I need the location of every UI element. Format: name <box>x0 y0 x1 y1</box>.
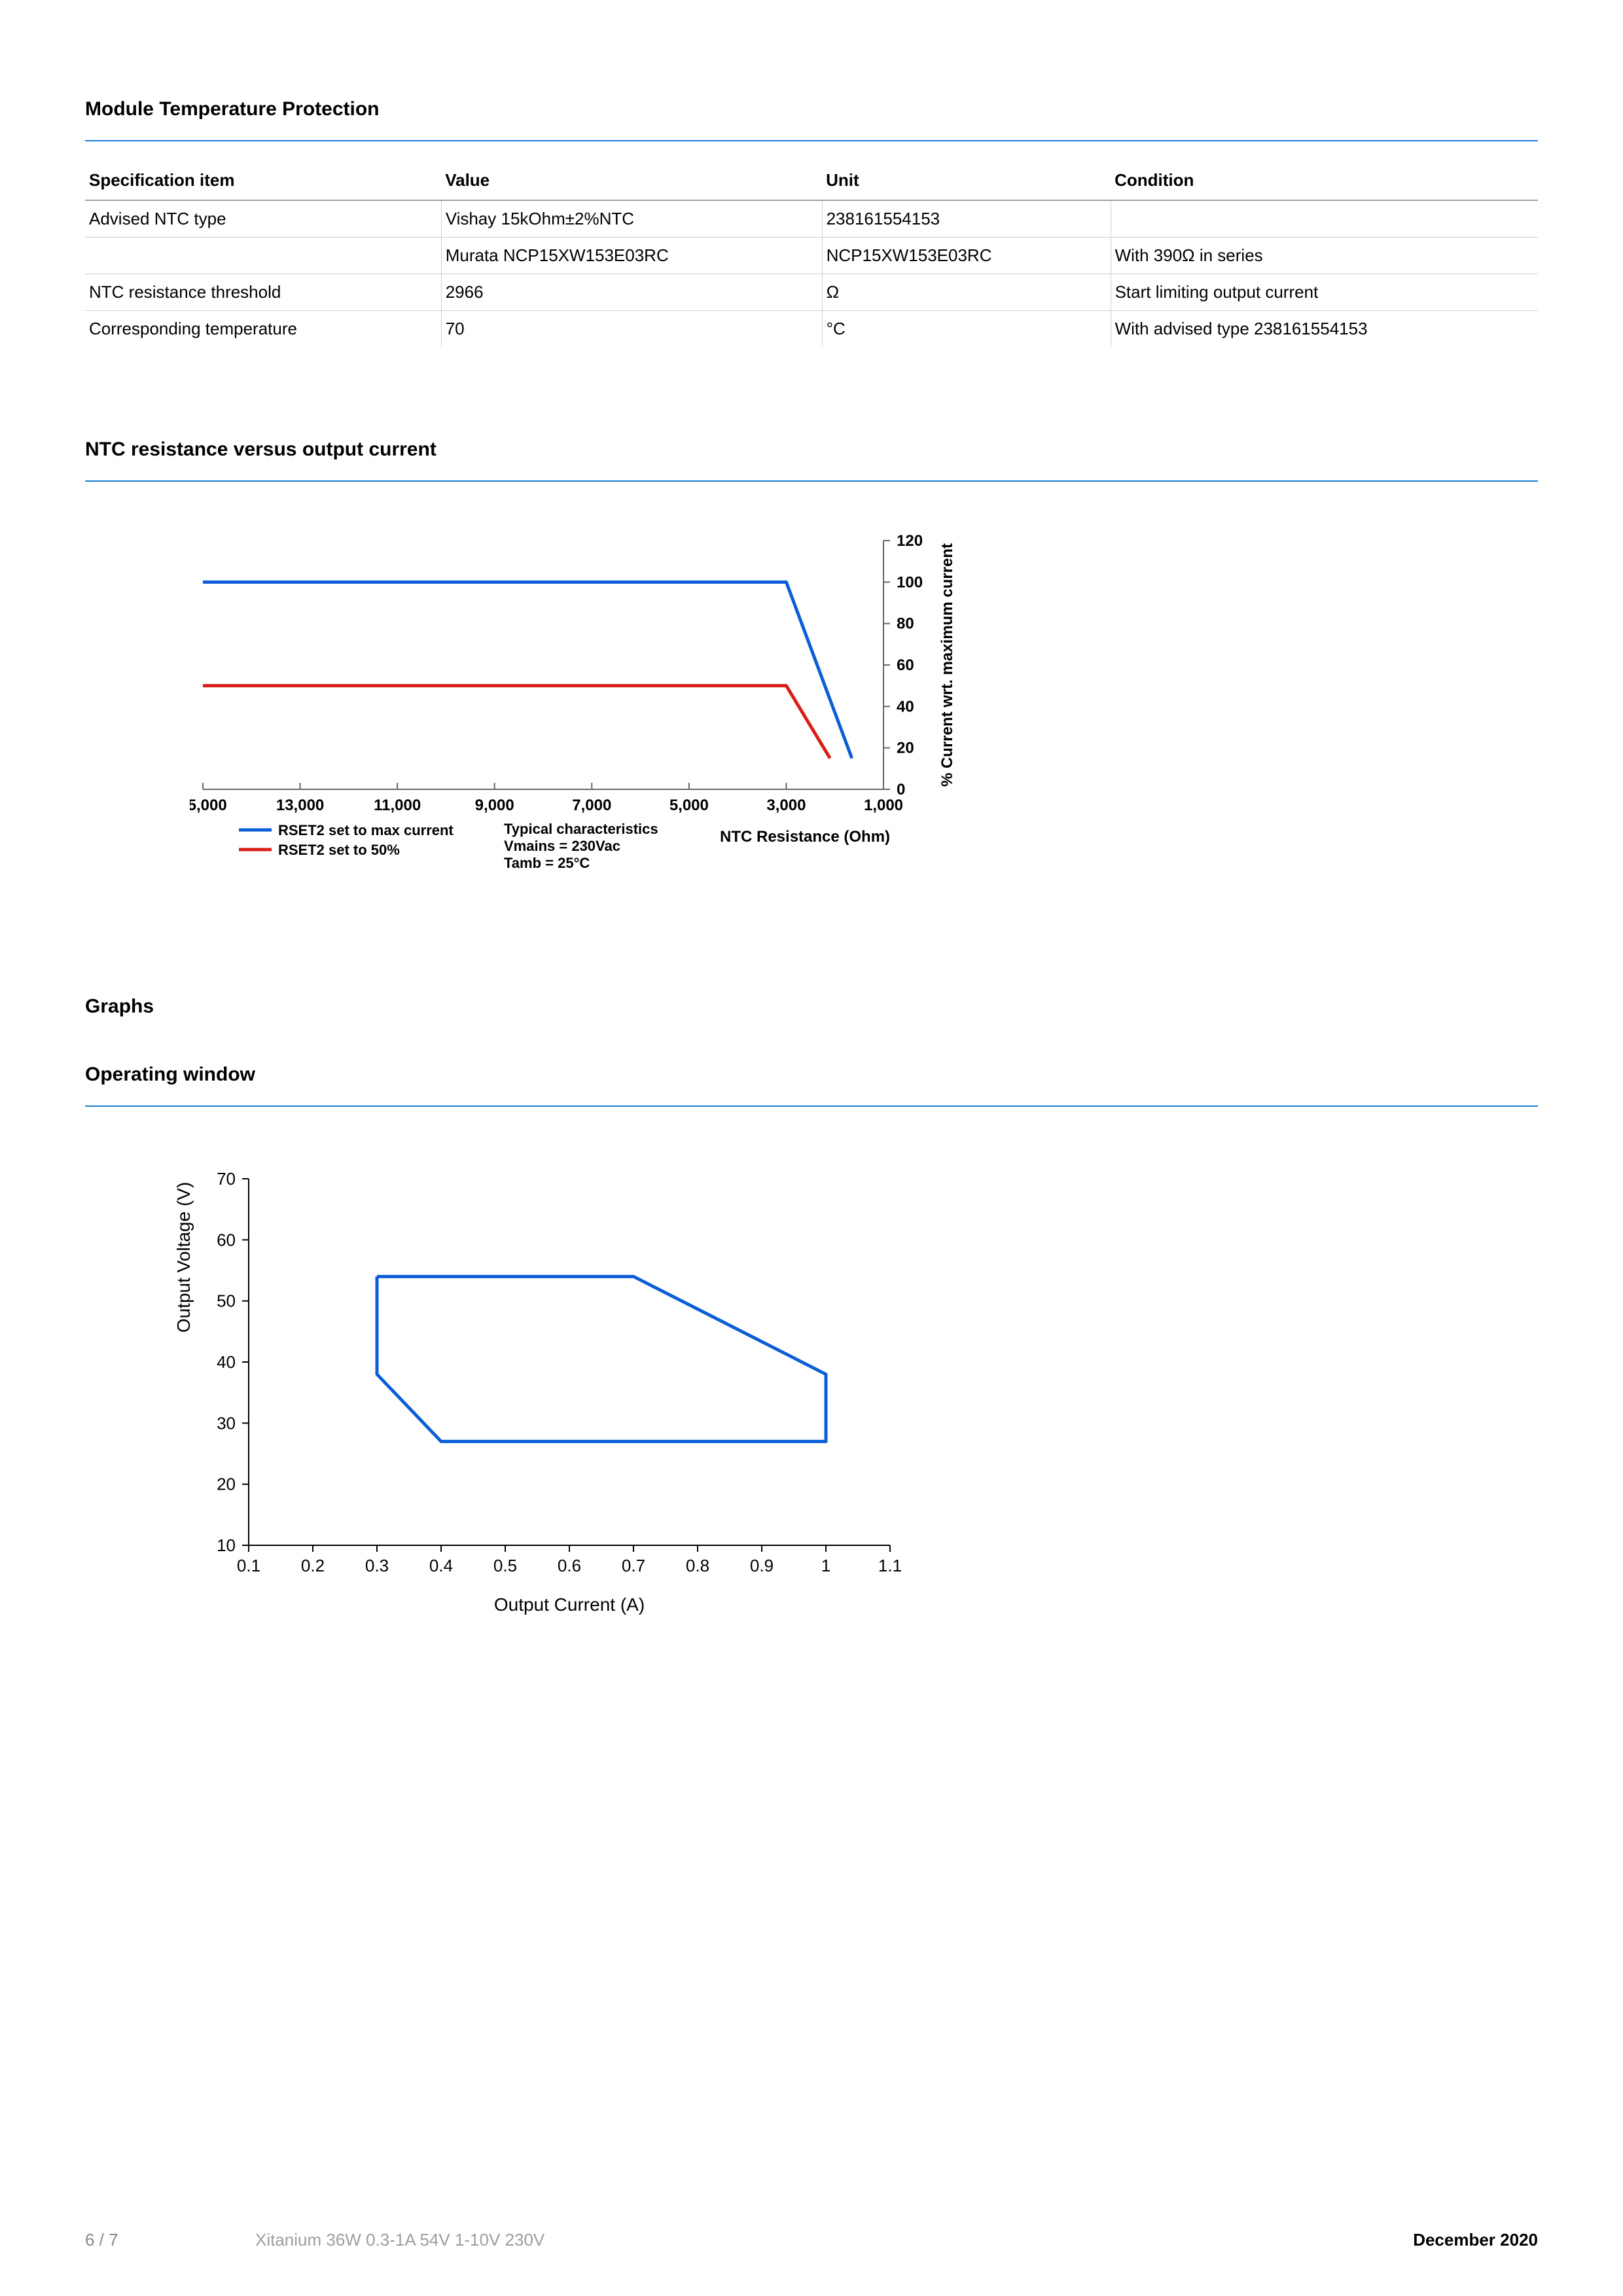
table-cell: Advised NTC type <box>85 200 441 238</box>
table-cell: NTC resistance threshold <box>85 274 441 311</box>
operating-window-chart: 10 20 30 40 50 60 70 0.1 0.2 0.3 0.4 0.5 0.6 0.7 0.8 0.… <box>85 1166 1538 1666</box>
page-footer: 6 / 7 Xitanium 36W 0.3-1A 54V 1-10V 230V… <box>0 2230 1623 2250</box>
table-cell: °C <box>822 311 1111 348</box>
svg-text:RSET2 set to max current: RSET2 set to max current <box>278 822 454 838</box>
svg-text:0.6: 0.6 <box>558 1556 581 1575</box>
svg-text:20: 20 <box>217 1475 236 1494</box>
svg-text:40: 40 <box>897 698 914 715</box>
table-cell: NCP15XW153E03RC <box>822 238 1111 274</box>
table-cell: 70 <box>441 311 822 348</box>
svg-text:15,000: 15,000 <box>190 797 227 814</box>
section-title: NTC resistance versus output current <box>85 439 1538 461</box>
page-number: 6 / 7 <box>85 2230 255 2250</box>
table-row: Advised NTC typeVishay 15kOhm±2%NTC23816… <box>85 200 1538 238</box>
svg-text:30: 30 <box>217 1413 236 1433</box>
table-cell: Ω <box>822 274 1111 311</box>
svg-text:0.2: 0.2 <box>301 1556 325 1575</box>
svg-text:1.1: 1.1 <box>878 1556 902 1575</box>
svg-text:Output Voltage (V): Output Voltage (V) <box>173 1182 194 1333</box>
table-cell: Corresponding temperature <box>85 311 441 348</box>
svg-text:11,000: 11,000 <box>374 797 421 814</box>
table-cell: With 390Ω in series <box>1111 238 1538 274</box>
svg-text:20: 20 <box>897 740 914 757</box>
svg-text:Tamb = 25°C: Tamb = 25°C <box>504 855 590 871</box>
table-cell <box>85 238 441 274</box>
table-cell: Murata NCP15XW153E03RC <box>441 238 822 274</box>
svg-text:NTC Resistance (Ohm): NTC Resistance (Ohm) <box>720 828 890 846</box>
svg-text:100: 100 <box>897 573 923 591</box>
section-title: Module Temperature Protection <box>85 98 1538 120</box>
table-cell: Start limiting output current <box>1111 274 1538 311</box>
svg-text:% Current wrt. maximum current: % Current wrt. maximum current <box>938 543 956 787</box>
table-cell: 2966 <box>441 274 822 311</box>
svg-text:RSET2 set to 50%: RSET2 set to 50% <box>278 842 400 858</box>
svg-text:60: 60 <box>897 656 914 674</box>
svg-text:50: 50 <box>217 1291 236 1311</box>
divider <box>85 1105 1538 1107</box>
svg-text:9,000: 9,000 <box>475 797 514 814</box>
svg-text:Typical characteristics: Typical characteristics <box>504 821 658 837</box>
svg-text:0.9: 0.9 <box>750 1556 774 1575</box>
table-header: Condition <box>1111 161 1538 200</box>
svg-text:120: 120 <box>897 534 923 550</box>
svg-text:7,000: 7,000 <box>572 797 611 814</box>
svg-text:13,000: 13,000 <box>276 797 324 814</box>
svg-text:70: 70 <box>217 1169 236 1189</box>
svg-text:0.4: 0.4 <box>429 1556 453 1575</box>
svg-text:0.1: 0.1 <box>237 1556 260 1575</box>
svg-text:0.7: 0.7 <box>622 1556 645 1575</box>
table-header: Specification item <box>85 161 441 200</box>
svg-text:80: 80 <box>897 615 914 633</box>
table-row: Murata NCP15XW153E03RCNCP15XW153E03RCWit… <box>85 238 1538 274</box>
svg-text:Vmains = 230Vac: Vmains = 230Vac <box>504 838 620 854</box>
section-title: Operating window <box>85 1064 1538 1086</box>
table-cell: Vishay 15kOhm±2%NTC <box>441 200 822 238</box>
table-header: Value <box>441 161 822 200</box>
product-name: Xitanium 36W 0.3-1A 54V 1-10V 230V <box>255 2230 1276 2250</box>
svg-text:1: 1 <box>821 1556 830 1575</box>
svg-text:10: 10 <box>217 1535 236 1555</box>
svg-text:0.5: 0.5 <box>493 1556 517 1575</box>
svg-text:3,000: 3,000 <box>766 797 806 814</box>
svg-text:0.8: 0.8 <box>686 1556 709 1575</box>
table-header: Unit <box>822 161 1111 200</box>
section-title: Graphs <box>85 996 1538 1018</box>
svg-text:5,000: 5,000 <box>669 797 709 814</box>
svg-text:60: 60 <box>217 1230 236 1249</box>
divider <box>85 140 1538 141</box>
table-cell: 238161554153 <box>822 200 1111 238</box>
svg-text:Output Current (A): Output Current (A) <box>494 1594 645 1615</box>
spec-table: Specification itemValueUnitCondition Adv… <box>85 161 1538 347</box>
svg-text:0: 0 <box>897 781 905 798</box>
svg-text:0.3: 0.3 <box>365 1556 389 1575</box>
svg-text:40: 40 <box>217 1352 236 1372</box>
footer-date: December 2020 <box>1276 2230 1538 2250</box>
table-row: Corresponding temperature70°CWith advise… <box>85 311 1538 348</box>
table-cell: With advised type 238161554153 <box>1111 311 1538 348</box>
ntc-chart: 15,000 13,000 11,000 9,000 7,000 5,000 3,000 1,… <box>190 534 975 904</box>
table-row: NTC resistance threshold2966ΩStart limit… <box>85 274 1538 311</box>
divider <box>85 480 1538 482</box>
svg-text:1,000: 1,000 <box>864 797 903 814</box>
table-cell <box>1111 200 1538 238</box>
